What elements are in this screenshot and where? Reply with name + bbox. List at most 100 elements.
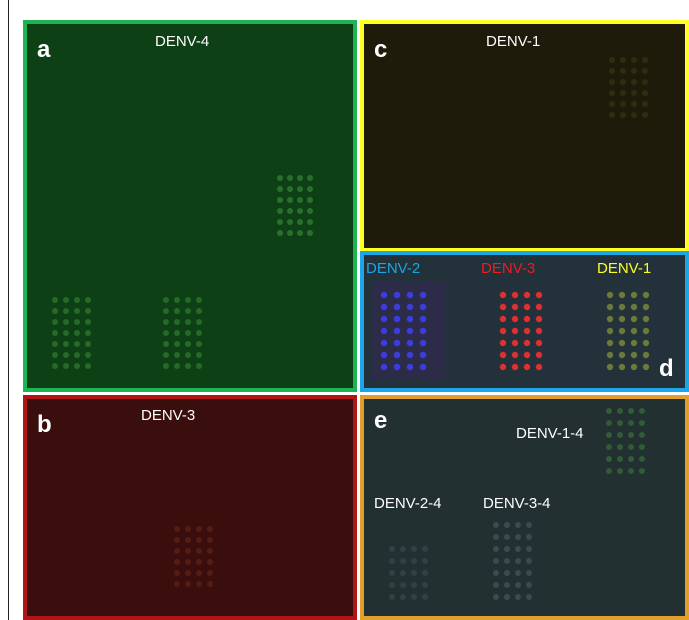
spot — [52, 297, 58, 303]
spot — [277, 208, 283, 214]
panel-e-label-denv2-4: DENV-2-4 — [374, 495, 442, 512]
spot — [515, 534, 521, 540]
panel-letter-d: d — [659, 355, 674, 382]
spot — [526, 558, 532, 564]
spot — [499, 315, 507, 323]
spot — [52, 341, 58, 347]
spot — [631, 79, 637, 85]
spot — [642, 79, 648, 85]
spot — [642, 315, 650, 323]
spot — [85, 363, 91, 369]
spot — [630, 315, 638, 323]
spot — [74, 363, 80, 369]
spot — [515, 594, 521, 600]
spot — [163, 308, 169, 314]
spot — [422, 558, 428, 564]
spot — [400, 558, 406, 564]
spot — [307, 197, 313, 203]
panel-a-denv4: a DENV-4 — [23, 20, 357, 392]
spot — [535, 291, 543, 299]
spot — [174, 537, 180, 543]
spot — [277, 186, 283, 192]
spot — [174, 526, 180, 532]
spot — [526, 594, 532, 600]
spot — [606, 444, 612, 450]
spot — [523, 291, 531, 299]
spot — [406, 303, 414, 311]
panel-d-label-denv3: DENV-3 — [481, 260, 536, 277]
spot — [499, 339, 507, 347]
spot — [52, 308, 58, 314]
spot — [511, 339, 519, 347]
spot — [174, 570, 180, 576]
panel-c-denv1: c DENV-1 — [360, 20, 689, 252]
spot — [297, 230, 303, 236]
spot — [174, 352, 180, 358]
spot — [411, 558, 417, 564]
spot — [185, 570, 191, 576]
spot — [609, 79, 615, 85]
spot — [406, 363, 414, 371]
spot — [63, 297, 69, 303]
spot — [642, 90, 648, 96]
spot — [163, 352, 169, 358]
spot — [207, 570, 213, 576]
spot — [504, 594, 510, 600]
spot — [515, 522, 521, 528]
spot — [606, 456, 612, 462]
panel-d-spot-array — [372, 281, 650, 379]
spot — [628, 432, 634, 438]
spot — [185, 537, 191, 543]
spot — [493, 546, 499, 552]
spot — [380, 291, 388, 299]
spot — [631, 112, 637, 118]
spot — [196, 319, 202, 325]
spot — [511, 363, 519, 371]
spot — [617, 444, 623, 450]
spot — [74, 352, 80, 358]
spot — [174, 548, 180, 554]
spot — [535, 303, 543, 311]
spot — [277, 219, 283, 225]
panel-d-label-denv2: DENV-2 — [366, 260, 421, 277]
spot — [617, 408, 623, 414]
spot — [639, 456, 645, 462]
spot — [493, 582, 499, 588]
spot — [422, 570, 428, 576]
spot — [606, 339, 614, 347]
spot — [207, 559, 213, 565]
panel-letter-b: b — [37, 411, 52, 438]
spot — [196, 559, 202, 565]
spot — [389, 570, 395, 576]
spot — [174, 581, 180, 587]
panel-letter-c: c — [374, 36, 388, 63]
spot — [642, 101, 648, 107]
spot — [63, 319, 69, 325]
spot — [511, 351, 519, 359]
spot — [163, 363, 169, 369]
spot — [287, 230, 293, 236]
spot — [630, 327, 638, 335]
spot — [411, 594, 417, 600]
spot — [185, 297, 191, 303]
spot — [393, 327, 401, 335]
spot — [628, 420, 634, 426]
panel-d-multiplex: DENV-2 DENV-3 DENV-1 d — [360, 251, 689, 392]
spot — [499, 351, 507, 359]
panel-e-label-denv3-4: DENV-3-4 — [483, 495, 551, 512]
spot — [609, 68, 615, 74]
panel-a-label: DENV-4 — [155, 33, 210, 50]
spot — [504, 582, 510, 588]
spot — [618, 363, 626, 371]
spot — [526, 534, 532, 540]
spot — [535, 351, 543, 359]
spot — [631, 57, 637, 63]
spot — [85, 297, 91, 303]
spot — [74, 330, 80, 336]
spot — [196, 308, 202, 314]
spot — [419, 315, 427, 323]
spot — [535, 327, 543, 335]
spot — [174, 330, 180, 336]
spot — [511, 291, 519, 299]
spot — [185, 548, 191, 554]
